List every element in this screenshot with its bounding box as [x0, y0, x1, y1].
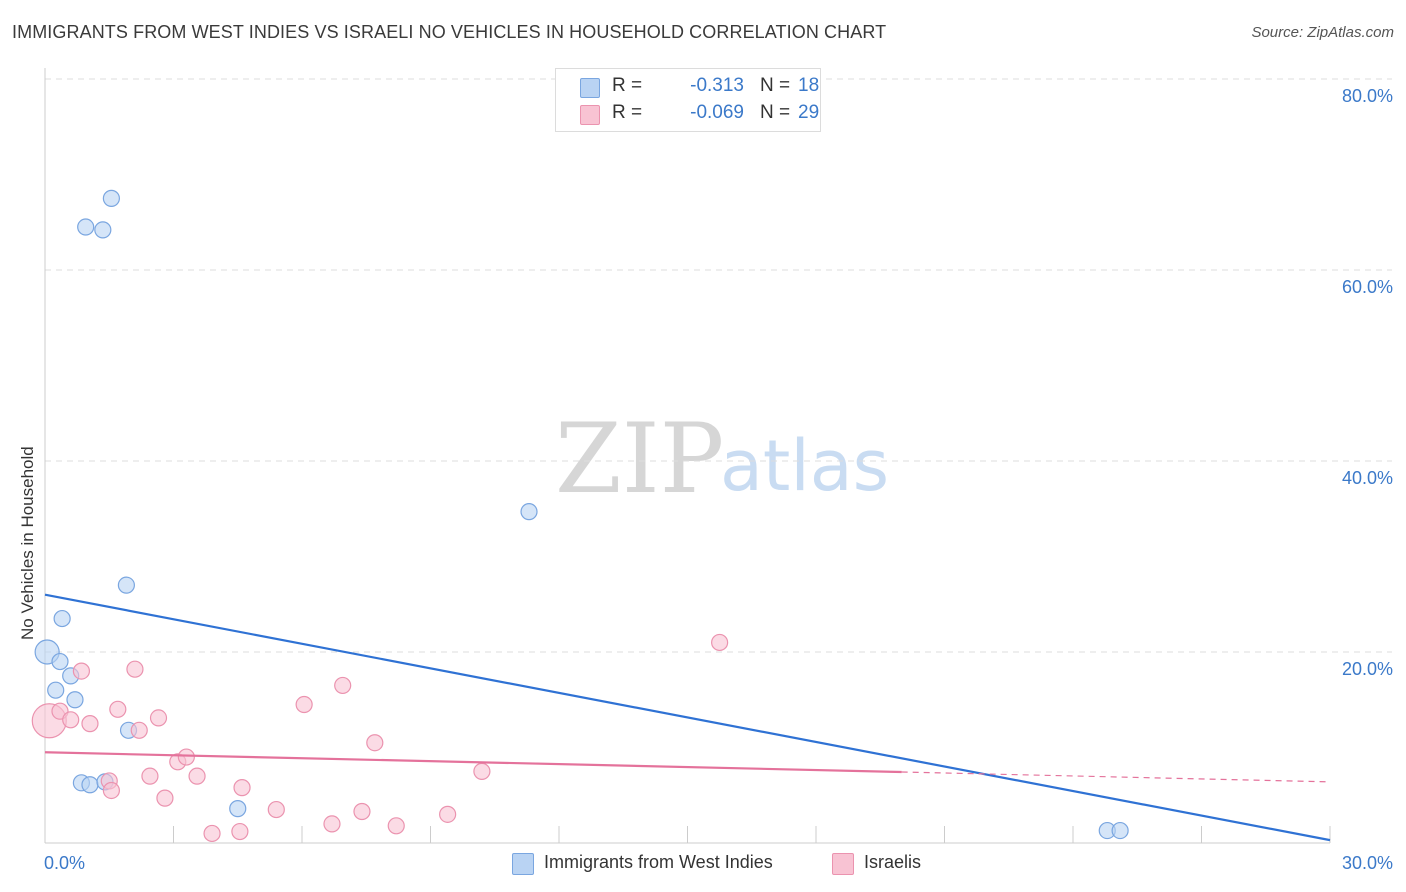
data-point-west-indies	[94, 221, 112, 239]
data-point-israelis	[711, 633, 729, 652]
n-label: N =	[760, 102, 791, 123]
data-point-west-indies	[102, 189, 120, 207]
data-point-west-indies	[520, 503, 538, 521]
data-point-west-indies	[81, 776, 99, 794]
y-tick-label: 20.0%	[1342, 659, 1393, 679]
stats-swatch-blue	[580, 78, 600, 98]
y-tick-label: 80.0%	[1342, 86, 1393, 106]
chart-title: IMMIGRANTS FROM WEST INDIES VS ISRAELI N…	[12, 22, 887, 42]
data-point-israelis	[177, 748, 195, 766]
legend-swatch-pink	[832, 853, 854, 875]
r-value: -0.069	[690, 102, 744, 123]
data-point-israelis	[231, 822, 249, 841]
r-value: -0.313	[690, 75, 744, 96]
data-point-west-indies	[51, 652, 69, 671]
y-tick-label: 40.0%	[1342, 468, 1393, 488]
legend-label: Immigrants from West Indies	[544, 852, 773, 872]
data-point-israelis	[353, 802, 371, 821]
data-point-israelis	[156, 789, 174, 807]
data-point-israelis	[149, 709, 168, 727]
data-point-west-indies	[229, 800, 247, 818]
stats-box: R = -0.313 N = 18 R = -0.069 N = 29	[555, 68, 821, 132]
data-point-israelis	[72, 662, 91, 680]
data-point-israelis	[387, 817, 405, 835]
data-point-israelis	[473, 762, 491, 780]
n-value: 29	[798, 102, 820, 123]
trend-line-dashed-pink	[901, 771, 1331, 783]
x-tick-label: 30.0%	[1342, 853, 1393, 873]
watermark-zip: ZIP	[555, 403, 724, 515]
data-point-israelis	[233, 779, 251, 797]
data-point-israelis	[295, 695, 313, 714]
n-label: N =	[760, 75, 791, 96]
legend-label: Israelis	[864, 852, 922, 872]
stats-swatch-pink	[580, 105, 600, 125]
y-tick-label: 60.0%	[1342, 277, 1393, 297]
data-point-west-indies	[1111, 821, 1129, 840]
source-label: Source: ZipAtlas.com	[1251, 24, 1394, 41]
data-point-israelis	[267, 800, 285, 819]
data-point-west-indies	[53, 609, 71, 628]
data-point-israelis	[323, 815, 341, 833]
data-point-israelis	[203, 824, 221, 843]
watermark-atlas: atlas	[720, 425, 889, 507]
data-point-israelis	[81, 715, 99, 733]
data-point-israelis	[188, 767, 206, 785]
r-label: R =	[612, 102, 643, 123]
data-point-israelis	[109, 700, 127, 718]
n-value: 18	[798, 75, 820, 96]
data-point-israelis	[439, 805, 457, 823]
data-point-israelis	[366, 734, 384, 752]
data-point-west-indies	[66, 691, 84, 709]
data-point-israelis	[102, 781, 120, 800]
data-point-israelis	[334, 676, 352, 695]
trend-line-blue	[44, 593, 1331, 842]
x-tick-label: 0.0%	[44, 853, 85, 873]
data-point-west-indies	[77, 218, 95, 236]
data-point-west-indies	[47, 681, 65, 699]
legend-swatch-blue	[512, 853, 534, 875]
data-point-israelis	[141, 767, 159, 785]
data-point-israelis	[126, 660, 144, 678]
trend-line-pink	[44, 751, 902, 774]
data-point-israelis	[62, 711, 80, 729]
data-point-west-indies	[117, 576, 135, 594]
data-point-israelis	[130, 721, 148, 739]
r-label: R =	[612, 75, 643, 96]
